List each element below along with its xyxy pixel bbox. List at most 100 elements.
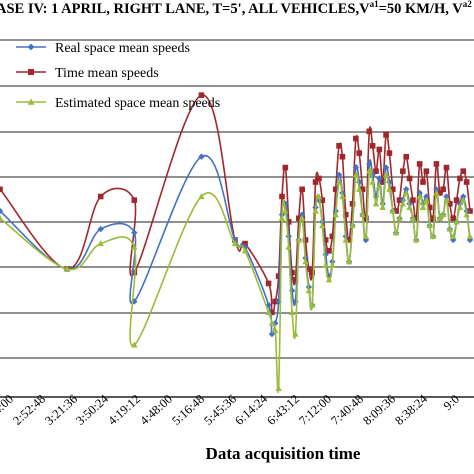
gridlines xyxy=(0,39,474,398)
data-point xyxy=(426,204,433,211)
series-estimated xyxy=(0,167,474,393)
data-point xyxy=(0,207,4,215)
data-point xyxy=(379,203,386,210)
data-point xyxy=(453,218,460,225)
data-point xyxy=(265,308,272,315)
data-point xyxy=(342,211,349,218)
data-point xyxy=(376,182,383,189)
data-point xyxy=(433,189,440,196)
data-point xyxy=(356,185,363,192)
data-point xyxy=(372,200,380,207)
data-point xyxy=(463,211,470,218)
data-point xyxy=(457,175,463,182)
data-point xyxy=(315,193,323,200)
data-point xyxy=(345,258,353,265)
data-point xyxy=(436,214,443,221)
data-point xyxy=(423,196,430,203)
data-point xyxy=(289,269,295,276)
data-point xyxy=(359,186,366,193)
data-point xyxy=(450,232,457,239)
data-point xyxy=(309,301,316,308)
data-point xyxy=(419,203,427,210)
data-point xyxy=(440,186,446,193)
data-point xyxy=(298,211,306,218)
data-point xyxy=(467,208,473,214)
data-point xyxy=(450,215,457,222)
data-point xyxy=(416,193,423,200)
data-point xyxy=(272,327,279,334)
data-point xyxy=(312,207,319,214)
data-point xyxy=(413,236,420,243)
data-point xyxy=(349,222,356,229)
data-point xyxy=(389,207,396,214)
data-point xyxy=(131,197,138,203)
data-point xyxy=(302,258,309,265)
data-point xyxy=(335,171,343,178)
data-point xyxy=(349,200,356,207)
data-point xyxy=(410,197,416,203)
data-point xyxy=(241,247,249,254)
data-point xyxy=(97,240,104,247)
data-point xyxy=(131,229,138,236)
legend-item-estimated: Estimated space mean speeds xyxy=(16,96,220,111)
data-point xyxy=(356,150,363,156)
data-point xyxy=(396,214,403,221)
data-point xyxy=(352,164,360,171)
data-point xyxy=(63,265,71,272)
legend-label-real: Real space mean speeds xyxy=(55,41,190,56)
data-point xyxy=(403,189,410,196)
legend-label-estimated: Estimated space mean speeds xyxy=(55,96,220,111)
data-point xyxy=(429,232,437,239)
data-point xyxy=(326,248,332,254)
data-point xyxy=(299,186,305,193)
data-point xyxy=(382,164,390,171)
data-point xyxy=(131,341,138,348)
legend-marker xyxy=(27,98,35,105)
data-point xyxy=(443,196,450,203)
data-point xyxy=(339,153,346,160)
data-point xyxy=(420,179,426,185)
data-point xyxy=(295,236,302,243)
data-point xyxy=(272,298,279,305)
chart-title: ASE IV: 1 APRIL, RIGHT LANE, T=5', ALL V… xyxy=(0,0,472,17)
data-point xyxy=(288,308,296,315)
data-point xyxy=(275,384,282,391)
data-point xyxy=(97,225,104,233)
data-point xyxy=(319,222,326,229)
data-point xyxy=(400,168,406,174)
data-point xyxy=(436,190,443,196)
legend-item-real: Real space mean speeds xyxy=(16,41,190,56)
data-point xyxy=(382,171,390,178)
data-point xyxy=(373,168,379,174)
data-point xyxy=(198,153,205,160)
data-point xyxy=(332,211,339,218)
data-point xyxy=(309,269,316,276)
data-point xyxy=(376,175,383,182)
data-point xyxy=(231,240,239,247)
data-point xyxy=(446,225,454,232)
legend-marker xyxy=(28,69,34,75)
data-point xyxy=(403,186,410,193)
data-point xyxy=(97,193,104,200)
data-point xyxy=(282,164,289,171)
data-point xyxy=(460,168,467,174)
data-point xyxy=(198,193,205,200)
data-point xyxy=(453,197,460,203)
data-point xyxy=(460,196,467,203)
data-point xyxy=(392,229,400,236)
data-point xyxy=(403,153,410,160)
data-point xyxy=(322,261,329,268)
data-point xyxy=(366,167,373,174)
data-point xyxy=(319,197,326,203)
data-point xyxy=(409,214,417,221)
data-point xyxy=(332,186,339,193)
data-point xyxy=(322,237,329,243)
data-point xyxy=(0,214,4,221)
data-point xyxy=(376,146,383,153)
data-point xyxy=(268,319,276,326)
data-point xyxy=(336,143,342,149)
data-point xyxy=(447,200,453,207)
data-point xyxy=(292,330,299,337)
data-point xyxy=(366,160,373,168)
